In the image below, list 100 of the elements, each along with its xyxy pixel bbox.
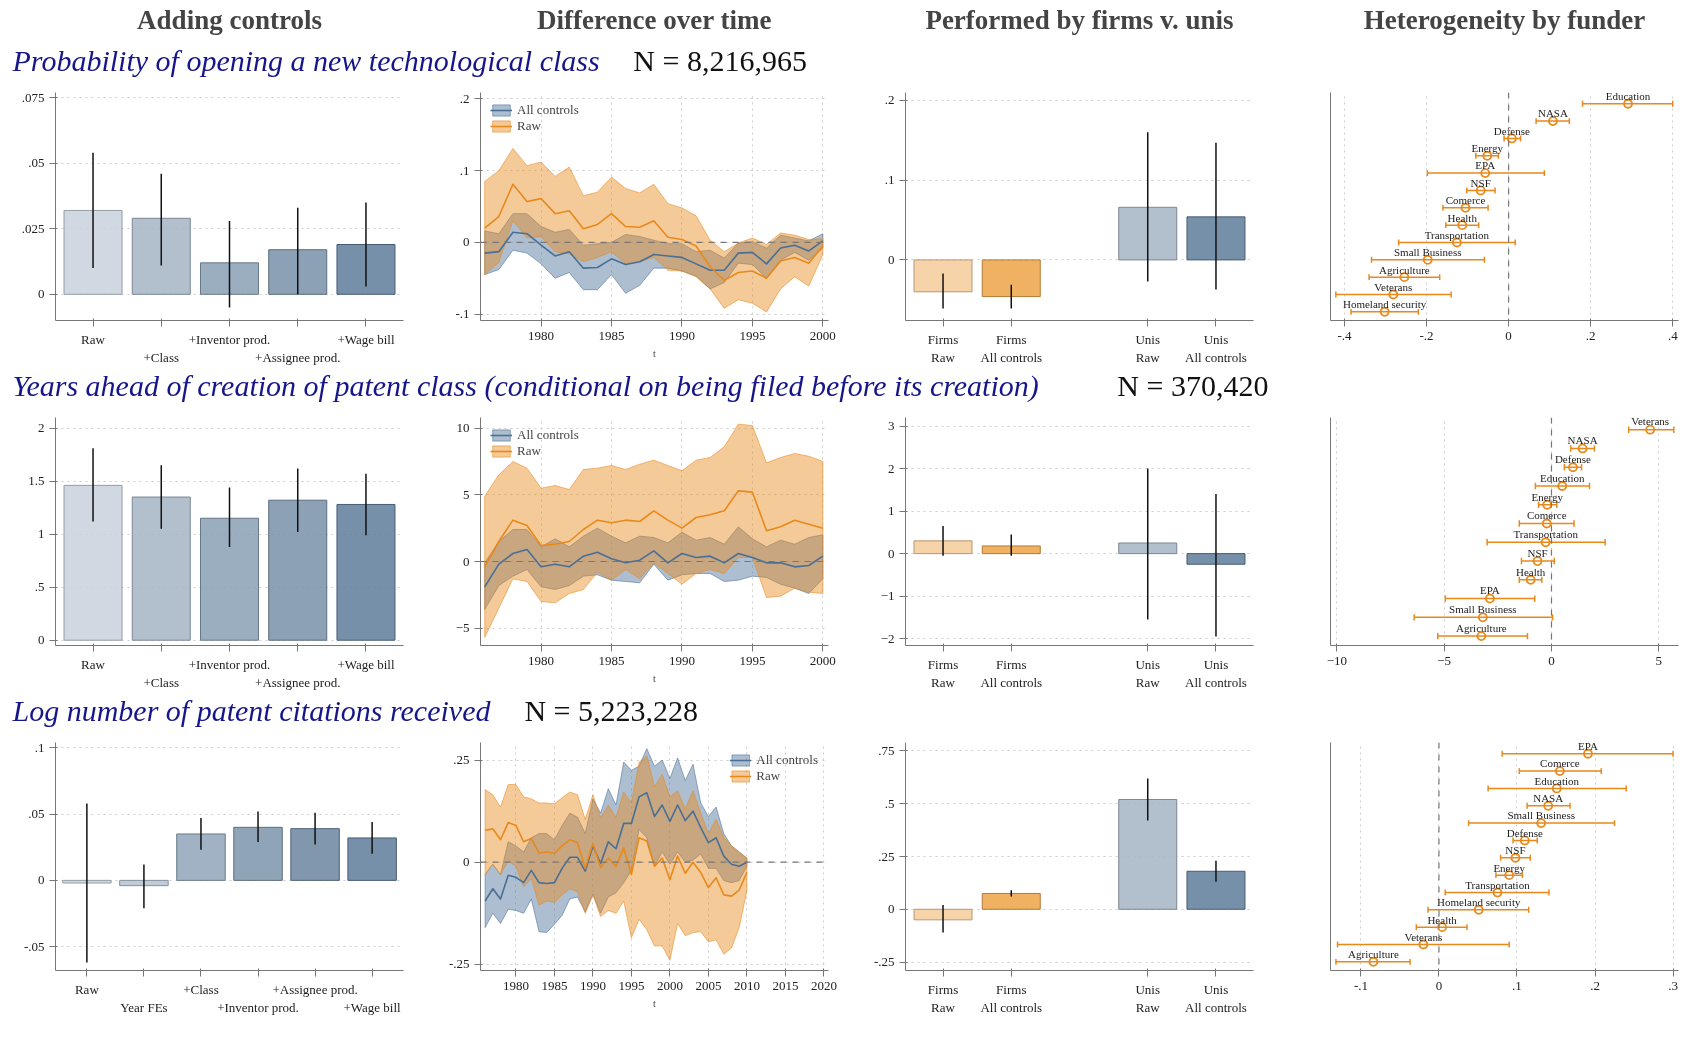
x-tick-label: Year FEs	[120, 999, 168, 1015]
x-tick-label: 1985	[598, 652, 625, 668]
category-label: Defense	[1506, 826, 1543, 839]
y-tick-label: .075	[21, 89, 45, 105]
y-tick-label: .5	[34, 579, 45, 595]
bar	[981, 892, 1041, 910]
y-tick-label: 5	[463, 486, 470, 502]
y-tick-label: 1	[38, 526, 45, 542]
category-label: EPA	[1578, 740, 1598, 753]
x-tick-label: 1990	[668, 327, 695, 343]
y-tick-label: −5	[455, 620, 470, 636]
category-label: Transportation	[1424, 228, 1490, 241]
bar	[290, 828, 340, 881]
category-label: Energy	[1493, 861, 1525, 874]
y-tick-label: 0	[463, 553, 470, 569]
y-tick-label: 0	[38, 286, 45, 302]
x-tick-label: 1985	[598, 327, 625, 343]
category-label: Transportation	[1465, 878, 1530, 891]
legend-label: All controls	[517, 427, 579, 443]
category-label: Veterans	[1631, 415, 1670, 428]
x-tick-label: +Wage bill	[337, 331, 395, 347]
y-tick-label: 1.5	[28, 473, 45, 489]
x-tick-label: 1990	[579, 977, 606, 993]
bar	[131, 217, 191, 295]
point	[1532, 556, 1543, 566]
x-axis-title: t	[653, 672, 657, 684]
y-tick-label: 0	[463, 234, 470, 250]
y-tick-label: .25	[453, 752, 470, 768]
x-tick-label: Unis All controls	[1185, 331, 1247, 365]
x-tick-label: 1980	[502, 977, 529, 993]
line-series	[483, 231, 824, 272]
bar	[1186, 216, 1246, 261]
y-tick-label: −2	[880, 630, 895, 646]
x-tick-label: 1995	[739, 327, 766, 343]
text: N = 8,216,965	[633, 43, 807, 77]
legend-label: Raw	[517, 118, 541, 134]
point	[1555, 766, 1565, 776]
point	[1645, 424, 1656, 435]
x-tick-label: .2	[1590, 977, 1600, 993]
legend-label: Raw	[517, 443, 541, 459]
x-tick-label: +Assignee prod.	[272, 981, 358, 997]
x-tick-label: +Wage bill	[337, 656, 395, 672]
y-tick-label: .75	[878, 742, 895, 758]
y-tick-label: .1	[459, 162, 470, 178]
x-tick-label: Firms Raw	[927, 331, 959, 365]
category-label: Comerce	[1540, 757, 1580, 770]
x-tick-label: 0	[1435, 977, 1443, 993]
bar	[1118, 206, 1178, 261]
category-label: Homeland security	[1437, 896, 1521, 909]
bar	[1186, 870, 1246, 910]
chart-subtitle: Probability of opening a new technological class	[11, 43, 600, 77]
x-tick-label: Unis Raw	[1135, 331, 1161, 365]
point	[1577, 443, 1588, 454]
y-tick-label: .2	[884, 92, 895, 108]
x-tick-label: Unis All controls	[1185, 656, 1247, 690]
bar	[63, 209, 123, 295]
bar	[336, 244, 396, 295]
x-tick-label: 2000	[656, 977, 683, 993]
x-tick-label: +Inventor prod.	[217, 999, 299, 1015]
x-tick-label: −5	[1437, 652, 1452, 668]
x-tick-label: +Wage bill	[343, 999, 402, 1015]
chart-title: Heterogeneity by funder	[1363, 4, 1646, 35]
x-tick-label: Firms Raw	[927, 656, 959, 690]
line-series	[483, 490, 824, 568]
x-tick-label: +Inventor prod.	[188, 331, 271, 347]
bar	[1118, 542, 1178, 555]
y-tick-label: −1	[880, 588, 895, 604]
x-tick-label: +Assignee prod.	[255, 349, 341, 365]
bar	[268, 249, 328, 295]
x-tick-label: 1980	[528, 327, 555, 343]
y-tick-label: 2	[38, 420, 45, 436]
point	[1480, 168, 1491, 179]
point	[1568, 462, 1578, 473]
bar	[1118, 799, 1178, 910]
y-tick-label: 2	[888, 460, 895, 476]
chart-subtitle: Log number of patent citations received	[11, 693, 492, 727]
y-tick-label: 1	[888, 503, 895, 519]
x-tick-label: -.2	[1419, 327, 1434, 343]
bar	[1186, 553, 1246, 565]
x-tick-label: 1990	[668, 652, 695, 668]
bar	[268, 499, 328, 641]
x-tick-label: .4	[1667, 327, 1679, 343]
text: N = 370,420	[1117, 368, 1269, 402]
bar	[913, 259, 973, 293]
y-tick-label: .1	[884, 172, 895, 188]
category-label: EPA	[1480, 584, 1500, 597]
bar	[63, 484, 123, 641]
y-tick-label: -.1	[455, 306, 470, 322]
category-label: Health	[1447, 211, 1477, 224]
category-label: Health	[1516, 565, 1546, 578]
category-label: NSF	[1505, 844, 1526, 857]
bar	[200, 262, 259, 295]
category-label: NASA	[1567, 434, 1598, 447]
y-tick-label: 0	[463, 854, 470, 870]
y-tick-label: 0	[38, 872, 45, 888]
line-series	[484, 821, 748, 897]
x-tick-label: -.4	[1337, 327, 1352, 343]
legend-label: All controls	[756, 752, 818, 768]
bar	[200, 517, 259, 641]
y-tick-label: .25	[878, 848, 895, 864]
